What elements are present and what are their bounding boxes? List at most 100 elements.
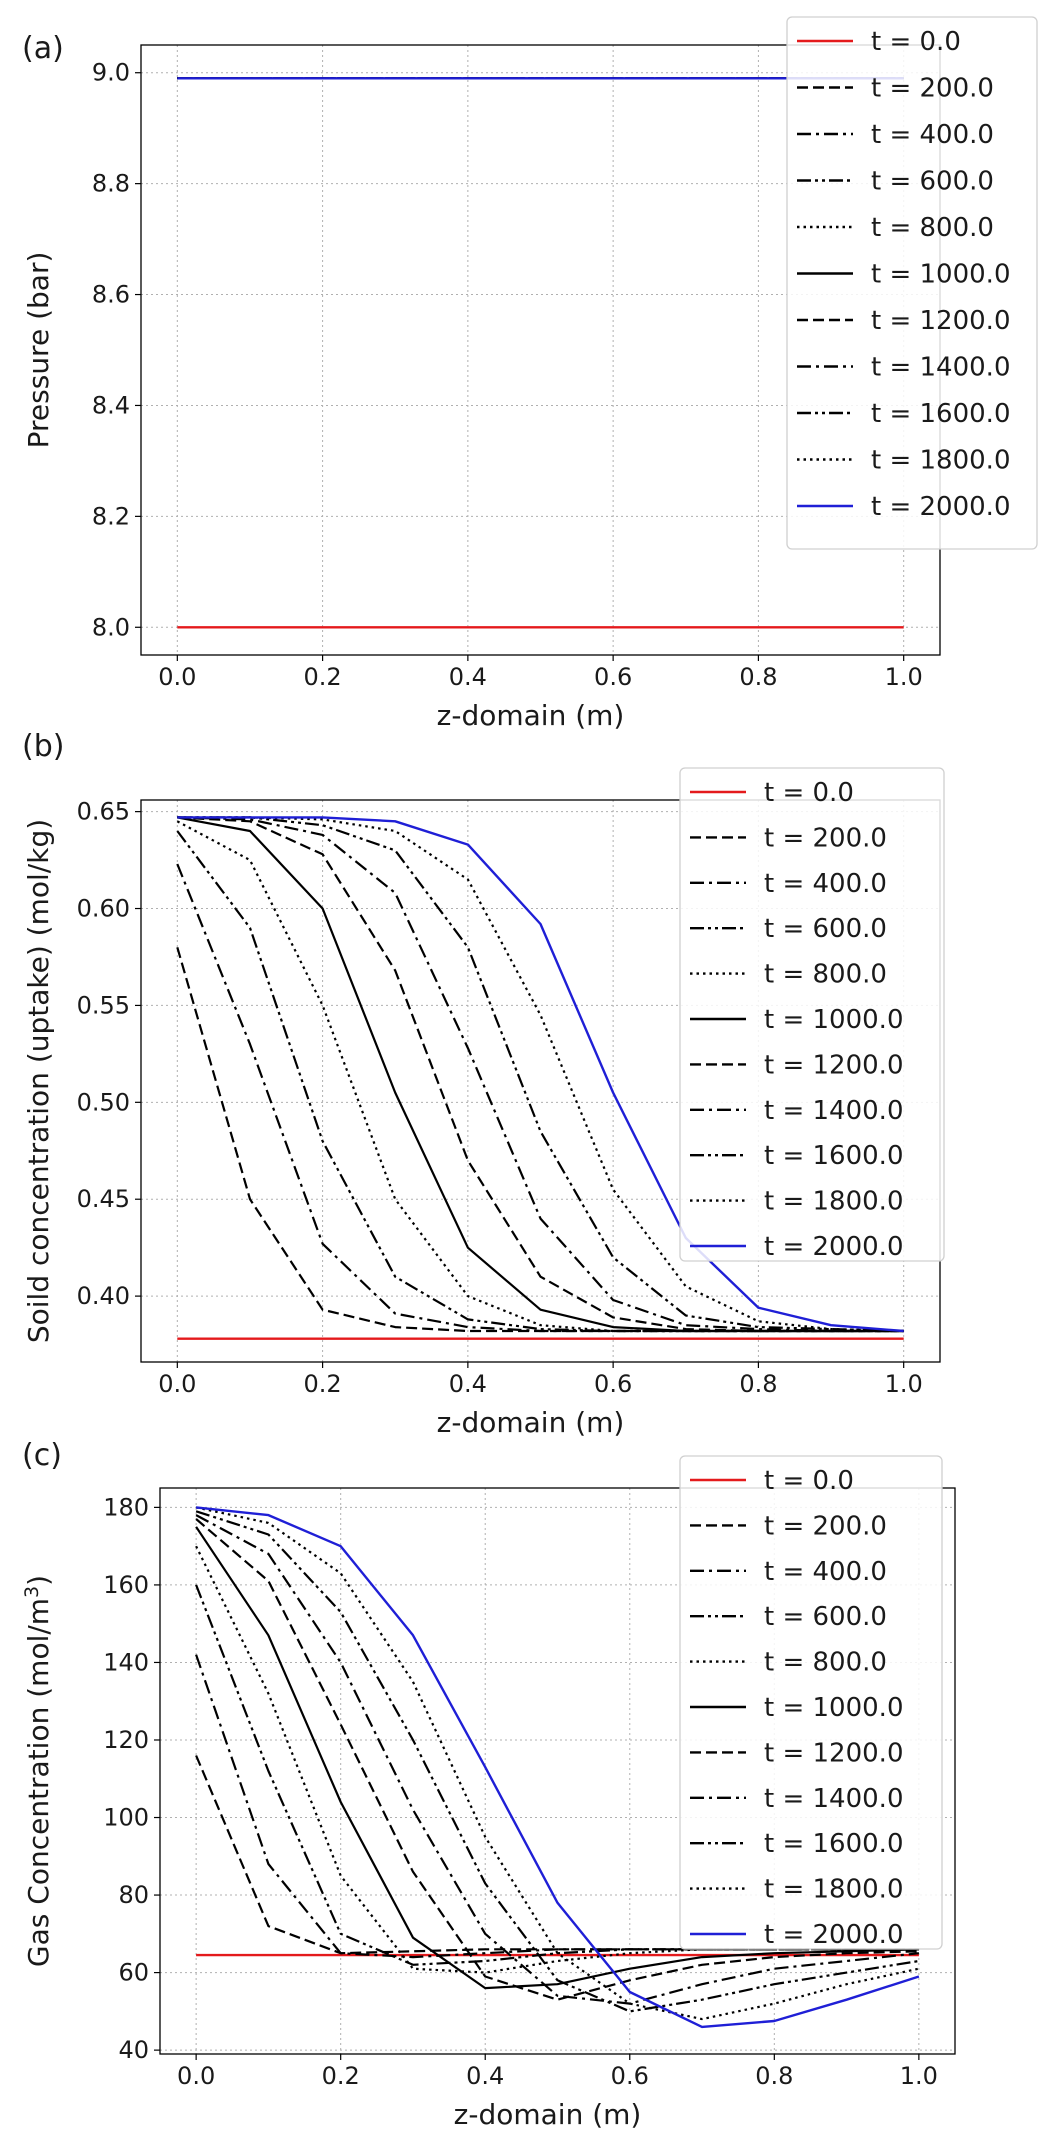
legend-label: t = 600.0 bbox=[764, 1602, 887, 1632]
x-tick-label: 0.4 bbox=[449, 663, 487, 691]
y-tick-label: 0.55 bbox=[77, 991, 130, 1019]
series-line bbox=[195, 1510, 920, 2013]
y-tick-label: 100 bbox=[103, 1804, 149, 1832]
x-tick-label: 0.6 bbox=[611, 2062, 649, 2090]
x-tick-label: 1.0 bbox=[885, 663, 923, 691]
x-tick-label: 0.2 bbox=[304, 1370, 342, 1398]
legend-label: t = 2000.0 bbox=[871, 492, 1010, 522]
y-tick-label: 0.60 bbox=[77, 895, 130, 923]
y-axis-label: Pressure (bar) bbox=[22, 252, 55, 449]
legend-label: t = 400.0 bbox=[764, 869, 887, 899]
legend-label: t = 1200.0 bbox=[764, 1050, 903, 1080]
x-axis-label: z-domain (m) bbox=[454, 2098, 642, 2131]
y-tick-label: 8.8 bbox=[92, 170, 130, 198]
panel-label: (c) bbox=[22, 1438, 62, 1473]
legend: t = 0.0 t = 200.0 t = 400.0 t = 600.0 t = 80… bbox=[786, 16, 1038, 550]
legend-label: t = 1800.0 bbox=[871, 446, 1010, 476]
legend-label: t = 2000.0 bbox=[764, 1232, 903, 1262]
legend-label: t = 0.0 bbox=[764, 1466, 854, 1496]
chart-panel: (a) 0.0 0.2 0.4 0.6 0.8 1.0 8.0 8.2 8.4 8.6 8.8 9.0 z… bbox=[22, 16, 1038, 732]
y-tick-label: 0.50 bbox=[77, 1088, 130, 1116]
legend-label: t = 400.0 bbox=[871, 120, 994, 150]
legend-label: t = 0.0 bbox=[871, 27, 961, 57]
series-line bbox=[177, 816, 904, 1333]
panel-label: (a) bbox=[22, 31, 64, 66]
legend-label: t = 1600.0 bbox=[764, 1141, 903, 1171]
series-line bbox=[195, 1514, 920, 2005]
legend-label: t = 600.0 bbox=[764, 914, 887, 944]
legend-label: t = 1000.0 bbox=[764, 1693, 903, 1723]
x-tick-label: 0.8 bbox=[755, 2062, 793, 2090]
legend-label: t = 200.0 bbox=[764, 1511, 887, 1541]
x-tick-label: 1.0 bbox=[885, 1370, 923, 1398]
legend-label: t = 400.0 bbox=[764, 1557, 887, 1587]
legend-label: t = 1000.0 bbox=[871, 260, 1010, 290]
legend-label: t = 1600.0 bbox=[764, 1829, 903, 1859]
y-tick-label: 120 bbox=[103, 1726, 149, 1754]
y-tick-label: 0.40 bbox=[77, 1282, 130, 1310]
series-line bbox=[195, 1526, 919, 1990]
legend-label: t = 800.0 bbox=[764, 1648, 887, 1678]
legend-label: t = 1000.0 bbox=[764, 1005, 903, 1035]
series-line bbox=[177, 816, 904, 1333]
x-tick-label: 0.0 bbox=[177, 2062, 215, 2090]
legend-label: t = 1800.0 bbox=[764, 1187, 903, 1217]
y-tick-label: 8.0 bbox=[92, 613, 130, 641]
legend: t = 0.0 t = 200.0 t = 400.0 t = 600.0 t = 80… bbox=[679, 1455, 943, 1950]
y-tick-label: 0.45 bbox=[77, 1185, 130, 1213]
y-tick-label: 180 bbox=[103, 1493, 149, 1521]
legend-box bbox=[679, 767, 945, 1262]
legend-label: t = 600.0 bbox=[871, 167, 994, 197]
legend-label: t = 800.0 bbox=[871, 213, 994, 243]
x-axis-label: z-domain (m) bbox=[437, 1406, 625, 1439]
legend-label: t = 800.0 bbox=[764, 960, 887, 990]
y-tick-label: 8.4 bbox=[92, 391, 130, 419]
legend-label: t = 1600.0 bbox=[871, 399, 1010, 429]
x-tick-label: 0.6 bbox=[594, 663, 632, 691]
y-tick-label: 0.65 bbox=[77, 798, 130, 826]
legend-label: t = 200.0 bbox=[764, 823, 887, 853]
legend-label: t = 1200.0 bbox=[871, 306, 1010, 336]
y-tick-label: 160 bbox=[103, 1571, 149, 1599]
legend-label: t = 1200.0 bbox=[764, 1738, 903, 1768]
series-line bbox=[176, 820, 904, 1333]
series-line bbox=[195, 1518, 919, 2001]
y-axis-label: Gas Concentration (mol/m3) bbox=[21, 1575, 55, 1967]
y-tick-label: 80 bbox=[118, 1881, 149, 1909]
series-line bbox=[195, 1506, 920, 2029]
series-group bbox=[177, 77, 904, 629]
y-tick-label: 9.0 bbox=[92, 59, 130, 87]
x-tick-label: 0.2 bbox=[322, 2062, 360, 2090]
panel-label: (b) bbox=[22, 729, 64, 764]
legend-label: t = 1800.0 bbox=[764, 1875, 903, 1905]
legend-label: t = 200.0 bbox=[871, 74, 994, 104]
series-line bbox=[177, 816, 904, 1333]
y-tick-label: 8.2 bbox=[92, 502, 130, 530]
y-tick-label: 60 bbox=[118, 1959, 149, 1987]
x-tick-label: 0.0 bbox=[158, 663, 196, 691]
x-tick-label: 1.0 bbox=[900, 2062, 938, 2090]
y-tick-label: 8.6 bbox=[92, 281, 130, 309]
series-group bbox=[176, 816, 904, 1340]
axes-frame bbox=[159, 1487, 956, 2055]
x-tick-label: 0.8 bbox=[739, 663, 777, 691]
x-axis-label: z-domain (m) bbox=[437, 699, 625, 732]
legend-box bbox=[786, 16, 1038, 550]
chart-panel: (b) 0.0 0.2 0.4 0.6 0.8 1.0 0.40 0.45 0.50 0.55 0.6… bbox=[22, 729, 945, 1439]
legend: t = 0.0 t = 200.0 t = 400.0 t = 600.0 t = 80… bbox=[679, 767, 945, 1262]
x-tick-label: 0.6 bbox=[594, 1370, 632, 1398]
legend-label: t = 1400.0 bbox=[764, 1096, 903, 1126]
x-tick-label: 0.0 bbox=[158, 1370, 196, 1398]
y-axis-label: Soild concentration (uptake) (mol/kg) bbox=[22, 819, 55, 1343]
series-line bbox=[177, 816, 904, 1333]
series-line bbox=[195, 1506, 920, 2021]
x-tick-label: 0.4 bbox=[449, 1370, 487, 1398]
y-tick-label: 140 bbox=[103, 1648, 149, 1676]
chart-panel: (c) 0.0 0.2 0.4 0.6 0.8 1.0 40 60 80 100 120 140 160 1… bbox=[21, 1438, 956, 2131]
legend-label: t = 1400.0 bbox=[871, 353, 1010, 383]
x-tick-label: 0.8 bbox=[739, 1370, 777, 1398]
legend-box bbox=[679, 1455, 943, 1950]
y-tick-label: 40 bbox=[118, 2036, 149, 2064]
x-tick-label: 0.2 bbox=[304, 663, 342, 691]
